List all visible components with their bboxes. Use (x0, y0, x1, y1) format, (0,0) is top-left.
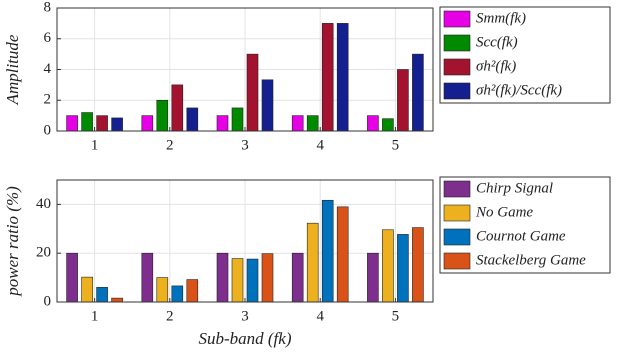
bar (412, 53, 424, 132)
bar (321, 199, 334, 303)
bar (66, 252, 78, 303)
bar (321, 23, 334, 132)
axes-frame (56, 7, 434, 132)
y-tick-label: 40 (36, 196, 51, 212)
legend-swatch (443, 82, 471, 100)
y-tick-label: 4 (44, 61, 52, 77)
y-tick-label: 6 (44, 30, 52, 46)
y-axis-label: Amplitude (3, 34, 22, 105)
y-axis-label: power ratio (%) (3, 186, 22, 297)
bar (382, 229, 394, 303)
legend-label: No Game (475, 204, 533, 220)
bar (261, 253, 274, 303)
bar (291, 115, 304, 132)
bar (397, 69, 409, 132)
legend-label: σh²(fk) (476, 58, 516, 74)
bar (141, 252, 154, 303)
bar (111, 297, 123, 303)
bar (96, 115, 108, 132)
bar (261, 79, 274, 132)
bar (156, 99, 169, 132)
x-tick-label: 5 (392, 308, 400, 324)
bar (186, 279, 199, 303)
bar (96, 287, 108, 303)
x-tick-label: 2 (166, 137, 174, 153)
bar (306, 115, 319, 132)
y-tick-label: 0 (44, 122, 52, 138)
bar (367, 115, 379, 132)
bar (367, 252, 379, 303)
x-tick-label: 1 (91, 308, 99, 324)
legend-swatch (443, 204, 471, 222)
legend-swatch (443, 180, 471, 198)
legend-label: Smm(fk) (476, 10, 526, 26)
legend-label: Chirp Signal (476, 180, 553, 196)
bar (216, 252, 229, 303)
legend-swatch (443, 228, 471, 246)
bar (246, 53, 259, 132)
bar (66, 115, 78, 132)
y-tick-label: 20 (36, 245, 51, 261)
x-tick-label: 3 (241, 137, 249, 153)
x-tick-label: 3 (241, 308, 249, 324)
axes-frame (56, 179, 434, 303)
x-tick-label: 4 (316, 308, 324, 324)
x-tick-label: 1 (91, 137, 99, 153)
legend-label: Scc(fk) (476, 34, 518, 50)
bar (246, 258, 259, 303)
y-tick-label: 8 (44, 0, 52, 15)
bar (382, 118, 394, 132)
bar (231, 107, 244, 132)
legend-label: Cournot Game (476, 228, 566, 244)
legend-swatch (443, 34, 471, 52)
bar (336, 23, 349, 132)
bar (111, 117, 123, 132)
bar (216, 115, 229, 132)
y-tick-label: 0 (44, 293, 52, 309)
legend-label: Stackelberg Game (476, 252, 586, 268)
x-tick-label: 5 (392, 137, 400, 153)
bar (231, 258, 244, 303)
y-tick-label: 2 (44, 92, 52, 108)
legend-swatch (443, 58, 471, 76)
bar (141, 115, 154, 132)
bar (171, 84, 184, 132)
bar (186, 107, 199, 132)
legend-swatch (443, 10, 471, 28)
x-tick-label: 4 (316, 137, 324, 153)
bar (306, 222, 319, 303)
bar (81, 112, 93, 132)
bar (397, 234, 409, 303)
x-axis-label: Sub-band (fk) (198, 329, 291, 348)
bar (171, 285, 184, 303)
legend-label: σh²(fk)/Scc(fk) (476, 82, 562, 98)
legend-swatch (443, 252, 471, 270)
bar (336, 206, 349, 303)
x-tick-label: 2 (166, 308, 174, 324)
bar (81, 276, 93, 303)
bar (291, 252, 304, 303)
bar (412, 227, 424, 303)
bar (156, 277, 169, 303)
